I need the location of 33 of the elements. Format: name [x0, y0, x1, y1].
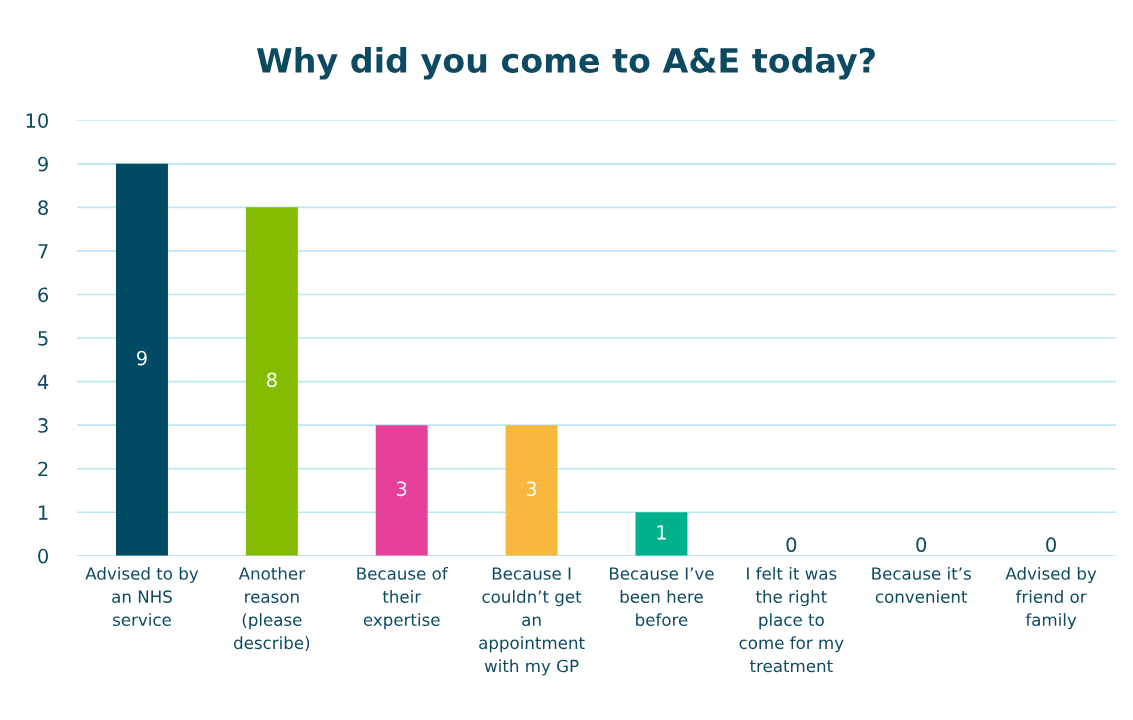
data-label: 3: [526, 481, 537, 497]
y-tick-label: 10: [26, 113, 48, 128]
x-tick-label: Because I’ve been here before: [610, 567, 714, 627]
data-label: 0: [916, 537, 927, 553]
bar: [116, 163, 168, 556]
x-tick-label: I felt it was the right place to come for my treatment: [739, 566, 844, 673]
y-tick-label: 5: [38, 331, 48, 346]
data-label: 8: [266, 372, 277, 388]
x-tick-label: Advised to by an NHS service: [85, 566, 199, 627]
y-tick-label: 3: [38, 418, 48, 433]
data-label: 3: [397, 481, 407, 497]
x-tick-label: Because of their expertise: [357, 566, 448, 630]
y-tick-label: 4: [37, 374, 49, 389]
bar: [635, 512, 688, 556]
y-tick-label: 7: [38, 244, 48, 259]
data-label: 1: [657, 525, 666, 540]
x-tick-label: Another reason (please describe): [234, 566, 310, 652]
bar: [505, 425, 558, 556]
chart-title: Why did you come to A&E today?: [256, 47, 875, 80]
x-tick-label: Advised by friend or family: [1005, 566, 1097, 630]
y-tick-label: 1: [39, 505, 48, 520]
data-label: 9: [137, 350, 147, 366]
y-tick-label: 2: [38, 461, 48, 477]
y-tick-label: 9: [38, 156, 48, 172]
bar: [375, 425, 428, 556]
x-tick-label: Because I couldn’t get an appointment with my GP: [479, 567, 585, 676]
data-label: 0: [1046, 537, 1056, 553]
data-label: 0: [786, 537, 797, 553]
y-tick-label: 0: [38, 548, 48, 564]
bar: [245, 207, 298, 556]
y-tick-label: 6: [38, 287, 49, 303]
y-tick-label: 8: [38, 200, 48, 216]
x-tick-label: Because it’s convenient: [872, 566, 971, 603]
